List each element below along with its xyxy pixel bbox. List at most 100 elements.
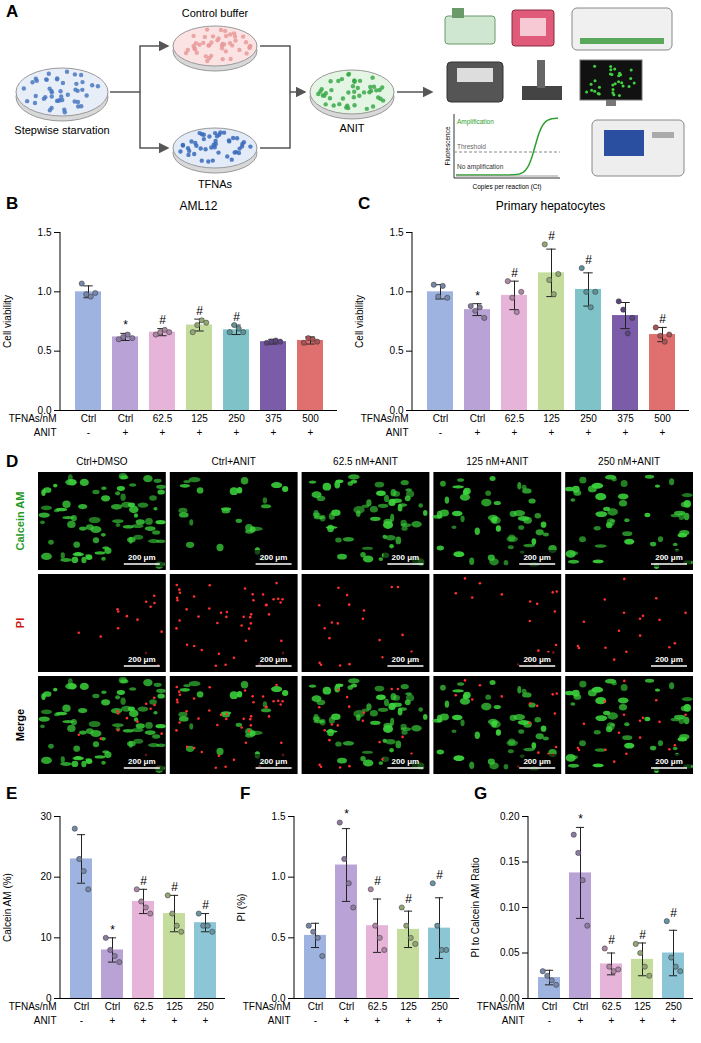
svg-text:Fluorescence: Fluorescence — [444, 126, 451, 165]
svg-text:200 μm: 200 μm — [260, 655, 288, 664]
svg-text:200 μm: 200 μm — [128, 757, 156, 766]
svg-text:TFNAs/nM: TFNAs/nM — [9, 413, 57, 424]
svg-text:ANIT: ANIT — [34, 1015, 57, 1026]
svg-text:TFNAs/nM: TFNAs/nM — [477, 1001, 525, 1012]
svg-text:Ctrl: Ctrl — [105, 1001, 121, 1012]
svg-text:*: * — [475, 289, 480, 303]
svg-text:250: 250 — [197, 1001, 214, 1012]
svg-text:0.20: 0.20 — [500, 811, 520, 822]
svg-text:PI: PI — [14, 618, 26, 628]
svg-text:1.5: 1.5 — [38, 227, 52, 238]
svg-text:#: # — [608, 933, 615, 947]
svg-text:+: + — [308, 427, 314, 438]
svg-text:TFNAs/nM: TFNAs/nM — [9, 1001, 57, 1012]
svg-text:#: # — [511, 266, 518, 280]
svg-text:62.5: 62.5 — [368, 1001, 388, 1012]
svg-text:62.5: 62.5 — [153, 413, 173, 424]
svg-text:0.15: 0.15 — [500, 856, 520, 867]
svg-text:Calcein AM: Calcein AM — [14, 492, 26, 551]
svg-text:0.05: 0.05 — [500, 947, 520, 958]
svg-text:TFNAs/nM: TFNAs/nM — [243, 1001, 291, 1012]
svg-text:PI to Calcein AM Ratio: PI to Calcein AM Ratio — [470, 857, 481, 957]
svg-text:200 μm: 200 μm — [655, 553, 683, 562]
svg-text:1.0: 1.0 — [390, 286, 404, 297]
svg-text:125: 125 — [634, 1001, 651, 1012]
svg-text:125: 125 — [166, 1001, 183, 1012]
svg-text:62.5: 62.5 — [602, 1001, 622, 1012]
svg-text:+: + — [578, 1015, 584, 1026]
svg-text:200 μm: 200 μm — [392, 757, 420, 766]
svg-text:200 μm: 200 μm — [655, 655, 683, 664]
svg-text:Ctrl: Ctrl — [542, 1001, 558, 1012]
svg-text:125: 125 — [543, 413, 560, 424]
svg-text:#: # — [659, 312, 666, 326]
svg-text:#: # — [196, 304, 203, 318]
svg-text:+: + — [623, 427, 629, 438]
svg-text:#: # — [159, 313, 166, 327]
svg-text:ANIT: ANIT — [34, 427, 57, 438]
svg-text:1.0: 1.0 — [38, 286, 52, 297]
svg-text:-: - — [87, 427, 90, 438]
svg-text:200 μm: 200 μm — [523, 553, 551, 562]
svg-text:200 μm: 200 μm — [392, 553, 420, 562]
svg-text:+: + — [671, 1015, 677, 1026]
svg-text:200 μm: 200 μm — [260, 757, 288, 766]
svg-text:Threshold: Threshold — [457, 143, 486, 150]
svg-text:Cell viability: Cell viability — [2, 295, 13, 348]
svg-text:Amplification: Amplification — [457, 118, 494, 126]
svg-text:#: # — [202, 898, 209, 912]
svg-text:Stepwise starvation: Stepwise starvation — [14, 124, 109, 136]
svg-text:+: + — [271, 427, 277, 438]
svg-text:62.5: 62.5 — [134, 1001, 154, 1012]
svg-text:125: 125 — [191, 413, 208, 424]
svg-text:*: * — [110, 923, 115, 937]
svg-text:+: + — [475, 427, 481, 438]
svg-text:Merge: Merge — [14, 709, 26, 741]
svg-text:No amplification: No amplification — [457, 163, 504, 171]
svg-text:+: + — [160, 427, 166, 438]
svg-text:62.5: 62.5 — [505, 413, 525, 424]
svg-text:Ctrl: Ctrl — [308, 1001, 324, 1012]
svg-text:250: 250 — [580, 413, 597, 424]
svg-text:1.5: 1.5 — [272, 811, 286, 822]
svg-text:+: + — [110, 1015, 116, 1026]
svg-text:200 μm: 200 μm — [128, 553, 156, 562]
svg-text:#: # — [140, 874, 147, 888]
svg-text:#: # — [548, 229, 555, 243]
svg-text:Ctrl: Ctrl — [81, 413, 97, 424]
svg-text:TFNAs: TFNAs — [198, 178, 233, 190]
svg-text:PI (%): PI (%) — [236, 894, 247, 922]
svg-text:500: 500 — [302, 413, 319, 424]
svg-text:#: # — [436, 868, 443, 882]
svg-text:#: # — [171, 880, 178, 894]
svg-text:*: * — [344, 807, 349, 821]
svg-text:-: - — [314, 1015, 317, 1026]
svg-text:+: + — [203, 1015, 209, 1026]
svg-text:+: + — [375, 1015, 381, 1026]
svg-text:250: 250 — [665, 1001, 682, 1012]
svg-text:+: + — [197, 427, 203, 438]
svg-text:+: + — [172, 1015, 178, 1026]
svg-text:10: 10 — [40, 932, 52, 943]
svg-text:125: 125 — [400, 1001, 417, 1012]
svg-text:30: 30 — [40, 811, 52, 822]
svg-text:200 μm: 200 μm — [260, 553, 288, 562]
svg-text:375: 375 — [265, 413, 282, 424]
svg-text:250: 250 — [228, 413, 245, 424]
svg-text:+: + — [609, 1015, 615, 1026]
svg-text:Ctrl: Ctrl — [74, 1001, 90, 1012]
svg-text:+: + — [141, 1015, 147, 1026]
svg-text:Ctrl+DMSO: Ctrl+DMSO — [76, 456, 128, 467]
svg-text:ANIT: ANIT — [386, 427, 409, 438]
svg-text:-: - — [80, 1015, 83, 1026]
svg-text:+: + — [660, 427, 666, 438]
svg-text:500: 500 — [654, 413, 671, 424]
svg-text:#: # — [233, 310, 240, 324]
svg-text:Calcein AM (%): Calcein AM (%) — [2, 873, 13, 942]
svg-text:375: 375 — [617, 413, 634, 424]
svg-text:#: # — [374, 874, 381, 888]
svg-text:-: - — [548, 1015, 551, 1026]
svg-text:0.5: 0.5 — [390, 345, 404, 356]
svg-text:#: # — [639, 928, 646, 942]
svg-text:200 μm: 200 μm — [655, 757, 683, 766]
